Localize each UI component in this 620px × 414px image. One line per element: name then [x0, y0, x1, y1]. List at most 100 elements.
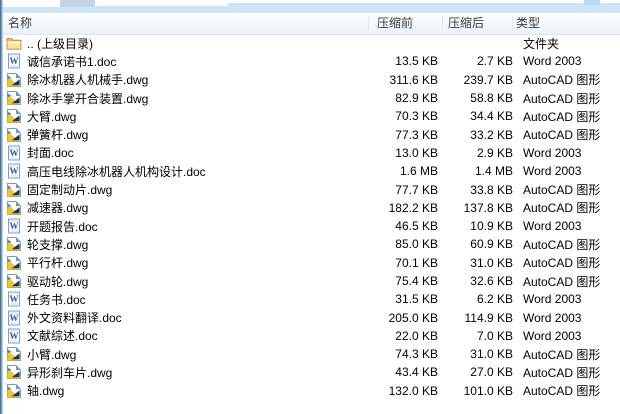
file-size-after: 34.4 KB: [470, 109, 513, 124]
file-type: AutoCAD 图形: [523, 237, 601, 252]
file-size-after: 10.9 KB: [470, 219, 513, 234]
word-doc-icon: W: [3, 163, 26, 179]
word-doc-icon: W: [3, 291, 26, 307]
column-separator[interactable]: [368, 16, 369, 30]
file-size-before: 205.0 KB: [388, 310, 438, 325]
table-row[interactable]: W 外文资料翻译.doc 205.0 KB 114.9 KB Word 2003: [3, 308, 620, 326]
autocad-dwg-icon: [3, 90, 26, 106]
file-name: 固定制动片.dwg: [27, 183, 113, 198]
column-header-name[interactable]: 名称: [8, 16, 33, 30]
table-row[interactable]: 大臂.dwg 70.3 KB 34.4 KB AutoCAD 图形: [3, 107, 620, 125]
autocad-dwg-icon: [3, 236, 26, 252]
file-name: 除冰机器人机械手.dwg: [27, 73, 149, 88]
file-size-before: 13.5 KB: [395, 54, 438, 69]
word-doc-icon: W: [3, 218, 26, 234]
file-type: AutoCAD 图形: [523, 274, 601, 289]
autocad-dwg-icon: [3, 364, 26, 380]
column-separator[interactable]: [512, 16, 513, 30]
file-name: 诚信承诺书1.doc: [27, 54, 117, 69]
table-row[interactable]: W 封面.doc 13.0 KB 2.9 KB Word 2003: [3, 144, 620, 162]
file-size-before: 70.3 KB: [395, 109, 438, 124]
file-size-before: 132.0 KB: [388, 383, 438, 398]
file-name: 除冰手掌开合装置.dwg: [27, 91, 149, 106]
word-doc-icon: W: [3, 53, 26, 69]
file-name: 外文资料翻译.doc: [27, 311, 122, 326]
table-row[interactable]: .. (上级目录) 文件夹: [3, 34, 620, 52]
file-name: 平行杆.dwg: [27, 256, 89, 271]
table-row[interactable]: 除冰手掌开合装置.dwg 82.9 KB 58.8 KB AutoCAD 图形: [3, 89, 620, 107]
file-type: AutoCAD 图形: [523, 128, 601, 143]
file-size-after: 31.0 KB: [470, 255, 513, 270]
file-size-before: 13.0 KB: [395, 145, 438, 160]
autocad-dwg-icon: [3, 383, 26, 399]
file-type: AutoCAD 图形: [523, 384, 601, 399]
table-row[interactable]: 小臂.dwg 74.3 KB 31.0 KB AutoCAD 图形: [3, 345, 620, 363]
address-bar-remnant-2: [95, 0, 228, 6]
table-row[interactable]: 减速器.dwg 182.2 KB 137.8 KB AutoCAD 图形: [3, 199, 620, 217]
svg-text:W: W: [10, 331, 19, 341]
file-type: Word 2003: [523, 292, 582, 307]
file-size-before: 46.5 KB: [395, 219, 438, 234]
file-type: Word 2003: [523, 145, 582, 160]
file-type: AutoCAD 图形: [523, 183, 601, 198]
column-header-size[interactable]: 压缩前: [377, 16, 414, 30]
table-row[interactable]: 异形刹车片.dwg 43.4 KB 27.0 KB AutoCAD 图形: [3, 363, 620, 381]
file-list: .. (上级目录) 文件夹 W 诚信承诺书1.doc 13.5 KB 2.7 K…: [3, 34, 620, 400]
file-name: 异形刹车片.dwg: [27, 365, 113, 380]
file-size-before: 22.0 KB: [395, 328, 438, 343]
file-name: 高压电线除冰机器人机构设计.doc: [27, 164, 206, 179]
toolbar-button-remnant: [60, 0, 95, 7]
table-row[interactable]: W 诚信承诺书1.doc 13.5 KB 2.7 KB Word 2003: [3, 52, 620, 70]
column-separator[interactable]: [442, 16, 443, 30]
table-row[interactable]: W 开题报告.doc 46.5 KB 10.9 KB Word 2003: [3, 217, 620, 235]
file-size-after: 33.8 KB: [470, 182, 513, 197]
file-type: AutoCAD 图形: [523, 347, 601, 362]
toolbar-tab-remnant: [584, 0, 600, 5]
file-type: AutoCAD 图形: [523, 365, 601, 380]
toolbar-edge: [228, 0, 620, 3]
svg-text:W: W: [10, 166, 19, 176]
column-header-packed[interactable]: 压缩后: [448, 16, 485, 30]
table-row[interactable]: 轮支撑.dwg 85.0 KB 60.9 KB AutoCAD 图形: [3, 235, 620, 253]
file-size-after: 7.0 KB: [476, 328, 513, 343]
file-name: 弹簧杆.dwg: [27, 128, 89, 143]
file-type: Word 2003: [523, 164, 582, 179]
file-size-before: 31.5 KB: [395, 292, 438, 307]
file-size-after: 101.0 KB: [463, 383, 513, 398]
file-size-before: 70.1 KB: [395, 255, 438, 270]
file-type: Word 2003: [523, 310, 582, 325]
file-size-before: 182.2 KB: [388, 200, 438, 215]
file-name: 文献综述.doc: [27, 329, 98, 344]
table-row[interactable]: 驱动轮.dwg 75.4 KB 32.6 KB AutoCAD 图形: [3, 272, 620, 290]
file-size-before: 77.3 KB: [395, 127, 438, 142]
file-type: AutoCAD 图形: [523, 256, 601, 271]
file-name: 轴.dwg: [27, 384, 65, 399]
file-size-after: 32.6 KB: [470, 274, 513, 288]
table-row[interactable]: 弹簧杆.dwg 77.3 KB 33.2 KB AutoCAD 图形: [3, 125, 620, 143]
autocad-dwg-icon: [3, 72, 26, 88]
file-size-before: 77.7 KB: [395, 182, 438, 197]
file-name: 开题报告.doc: [27, 219, 98, 234]
table-row[interactable]: 平行杆.dwg 70.1 KB 31.0 KB AutoCAD 图形: [3, 254, 620, 272]
table-row[interactable]: 除冰机器人机械手.dwg 311.6 KB 239.7 KB AutoCAD 图…: [3, 71, 620, 89]
file-type: AutoCAD 图形: [523, 201, 601, 216]
file-name: 减速器.dwg: [27, 201, 89, 216]
file-size-after: 31.0 KB: [470, 347, 513, 362]
file-name: 驱动轮.dwg: [27, 274, 89, 289]
table-row[interactable]: 固定制动片.dwg 77.7 KB 33.8 KB AutoCAD 图形: [3, 180, 620, 198]
table-row[interactable]: W 任务书.doc 31.5 KB 6.2 KB Word 2003: [3, 290, 620, 308]
autocad-dwg-icon: [3, 127, 26, 143]
file-type: 文件夹: [523, 36, 560, 51]
table-row[interactable]: W 高压电线除冰机器人机构设计.doc 1.6 MB 1.4 MB Word 2…: [3, 162, 620, 180]
table-row[interactable]: 轴.dwg 132.0 KB 101.0 KB AutoCAD 图形: [3, 382, 620, 400]
window-left-border: [0, 0, 3, 414]
file-size-after: 137.8 KB: [463, 200, 513, 215]
file-size-before: 43.4 KB: [395, 365, 438, 380]
file-type: AutoCAD 图形: [523, 109, 601, 124]
column-header-type[interactable]: 类型: [516, 16, 541, 30]
table-row[interactable]: W 文献综述.doc 22.0 KB 7.0 KB Word 2003: [3, 327, 620, 345]
file-size-after: 6.2 KB: [476, 292, 513, 307]
file-size-after: 239.7 KB: [463, 72, 513, 87]
svg-text:W: W: [10, 313, 19, 323]
file-name: 封面.doc: [27, 146, 74, 161]
